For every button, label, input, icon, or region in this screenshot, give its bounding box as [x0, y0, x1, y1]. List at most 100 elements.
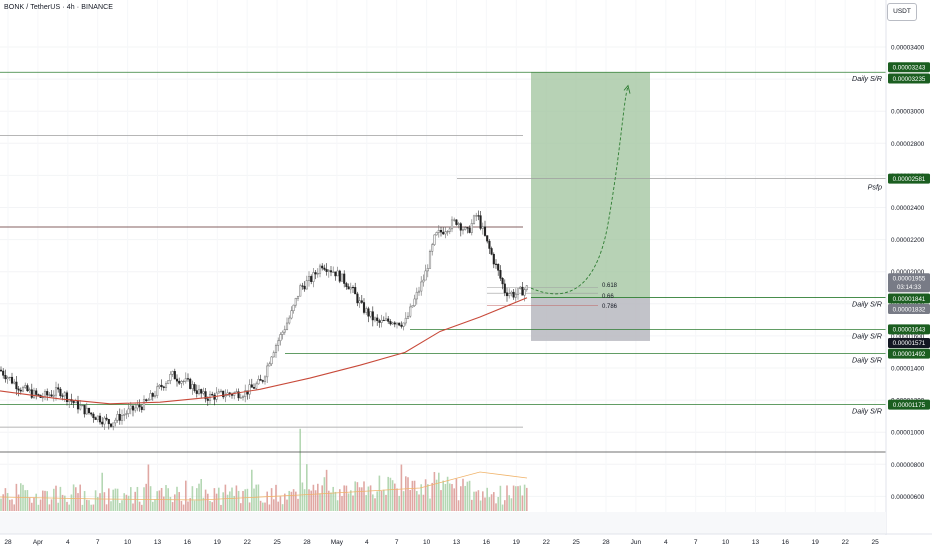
volume-bar	[121, 500, 123, 511]
candle-body	[437, 230, 440, 233]
candle-body	[406, 315, 410, 319]
position-zones	[531, 72, 650, 341]
currency-selector[interactable]: USDT	[887, 3, 917, 21]
volume-bar	[369, 485, 372, 511]
volume-bar	[402, 491, 405, 511]
volume-bar	[50, 499, 53, 511]
candle-body	[107, 419, 110, 425]
volume-bar	[328, 490, 330, 511]
candle-body	[446, 231, 449, 233]
candle-body	[6, 377, 9, 380]
volume-bar	[475, 491, 477, 511]
price-tag: 0.00001643	[893, 327, 926, 334]
volume-bar	[444, 483, 447, 511]
candle-body	[72, 400, 75, 404]
volume-bar	[471, 499, 473, 511]
volume-bar	[451, 484, 453, 511]
volume-bar	[336, 500, 339, 511]
candle-body	[21, 387, 25, 392]
volume-bar	[237, 490, 240, 511]
candle-body	[65, 392, 69, 402]
volume-bar	[81, 504, 84, 511]
candle-body	[87, 407, 91, 414]
candle-body	[292, 304, 295, 311]
volume-bar	[4, 488, 7, 511]
price-tag: 0.00001832	[893, 306, 926, 313]
candle-body	[0, 369, 3, 372]
volume-bar	[396, 488, 398, 511]
time-tick-label: 25	[273, 539, 281, 546]
price-tag-bg	[888, 73, 930, 84]
candle-body	[81, 405, 84, 407]
candle-body	[505, 292, 509, 297]
candle-body	[356, 293, 359, 304]
candle-body	[395, 322, 399, 325]
volume-bar	[152, 501, 154, 511]
volume-bar	[257, 484, 260, 511]
candle-body	[266, 365, 269, 378]
candle-body	[197, 389, 201, 394]
candle-body	[193, 384, 196, 391]
candle-body	[63, 392, 66, 397]
volume-bar	[31, 502, 33, 511]
volume-bar	[79, 484, 81, 511]
candle-body	[147, 399, 150, 402]
volume-bar	[204, 489, 207, 511]
volume-bar	[431, 482, 433, 511]
candle-body	[288, 317, 291, 324]
candle-body	[127, 408, 130, 414]
candle-body	[393, 322, 396, 325]
candle-body	[112, 422, 115, 427]
candle-body	[296, 295, 300, 299]
price-tick-label: 0.00001600	[891, 333, 925, 340]
time-tick-label: 28	[303, 539, 311, 546]
volume-bar	[268, 504, 271, 511]
candle-body	[136, 404, 139, 409]
volume-bar	[169, 496, 172, 511]
candle-body	[479, 215, 482, 229]
volume-bar	[279, 496, 282, 511]
candle-body	[206, 398, 209, 401]
candle-body	[263, 376, 267, 382]
volume-bar	[383, 489, 385, 511]
candle-body	[512, 291, 515, 298]
volume-bar	[378, 475, 381, 511]
candle-body	[466, 227, 469, 229]
candle-body	[169, 373, 172, 381]
candle-body	[314, 272, 317, 275]
volume-bar	[361, 487, 363, 511]
volume-bar	[0, 498, 2, 511]
ma-line	[0, 297, 528, 405]
candle-body	[398, 322, 401, 326]
candle-body	[525, 285, 528, 290]
volume-bar	[35, 493, 37, 511]
volume-bar	[110, 501, 112, 511]
candle-body	[411, 305, 414, 308]
volume-bar	[521, 495, 524, 511]
volume-bar	[482, 491, 484, 511]
candle-body	[2, 370, 5, 376]
candle-body	[499, 270, 502, 279]
volume-bar	[246, 488, 249, 511]
price-tick-label: 0.00003000	[891, 109, 925, 116]
candle-body	[347, 286, 350, 290]
volume-bar	[317, 483, 319, 511]
candle-body	[468, 227, 471, 233]
candle-body	[316, 272, 319, 275]
countdown-tag: 03:14:33	[897, 284, 922, 291]
candle-body	[439, 230, 443, 233]
volume-bar	[466, 481, 469, 511]
candle-body	[415, 291, 418, 300]
volume-bar	[233, 495, 235, 511]
moving-average	[0, 297, 528, 405]
volume-bar	[94, 490, 97, 511]
candle-body	[96, 415, 99, 420]
volume-bar	[202, 497, 205, 511]
candle-body	[327, 270, 330, 272]
candle-body	[219, 390, 223, 392]
candle-body	[481, 226, 484, 229]
volume-bar	[299, 428, 301, 511]
price-tag-bg	[888, 62, 930, 73]
volume-bar	[301, 482, 304, 511]
